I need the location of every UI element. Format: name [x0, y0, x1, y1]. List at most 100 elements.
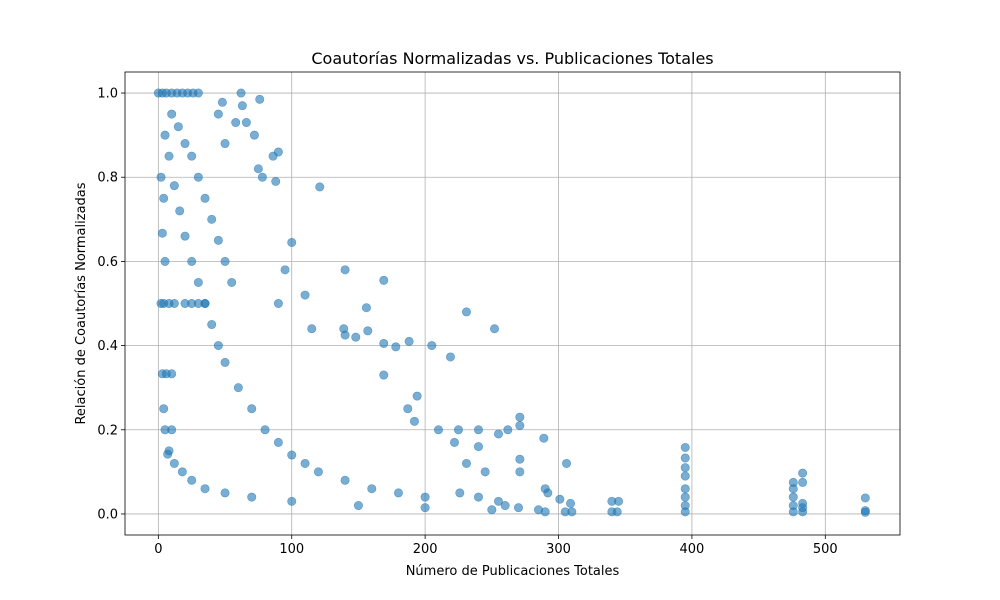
data-point: [287, 496, 297, 506]
data-point: [409, 416, 419, 426]
data-point: [200, 193, 210, 203]
data-point: [361, 303, 371, 313]
data-point: [473, 442, 483, 452]
data-point: [187, 256, 197, 266]
data-point: [433, 425, 443, 435]
data-point: [539, 433, 549, 443]
chart-title: Coautorías Normalizadas vs. Publicacione…: [311, 49, 713, 68]
data-point: [367, 484, 377, 494]
data-point: [307, 324, 317, 334]
data-point: [860, 507, 870, 517]
data-point: [798, 477, 808, 487]
y-tick-label: 0.8: [97, 171, 118, 186]
data-point: [427, 341, 437, 351]
data-point: [193, 277, 203, 287]
data-point: [156, 172, 166, 182]
data-point: [164, 151, 174, 161]
data-point: [379, 338, 389, 348]
data-point: [449, 437, 459, 447]
data-point: [213, 341, 223, 351]
axes-frame: [124, 71, 901, 536]
data-point: [200, 484, 210, 494]
data-point: [798, 507, 808, 517]
data-point: [515, 467, 525, 477]
data-point: [167, 425, 177, 435]
x-tick-label: 400: [679, 542, 704, 557]
data-point: [231, 118, 241, 128]
data-point: [420, 503, 430, 513]
data-point: [213, 235, 223, 245]
data-point: [445, 352, 455, 362]
data-point: [233, 383, 243, 393]
axis-ticks: 0 100 200 300 400 500 0.0 0.2 0.4 0.6 0.8 1.0: [97, 87, 837, 557]
data-point: [489, 324, 499, 334]
data-point: [180, 139, 190, 149]
data-point: [480, 467, 490, 477]
data-point: [160, 256, 170, 266]
data-point: [249, 130, 259, 140]
data-point: [798, 468, 808, 478]
data-point: [614, 496, 624, 506]
data-point: [351, 332, 361, 342]
data-point: [173, 122, 183, 132]
data-point: [193, 172, 203, 182]
data-point: [167, 109, 177, 119]
y-tick-label: 0.0: [97, 507, 118, 522]
data-point: [680, 442, 690, 452]
data-point: [515, 454, 525, 464]
data-point: [453, 425, 463, 435]
data-point: [353, 501, 363, 511]
data-point: [164, 446, 174, 456]
data-point: [255, 94, 265, 104]
data-points: [153, 88, 870, 517]
data-point: [680, 492, 690, 502]
data-point: [220, 139, 230, 149]
y-tick-label: 0.6: [97, 255, 118, 270]
data-point: [680, 463, 690, 473]
data-point: [300, 458, 310, 468]
grid-lines: [125, 72, 900, 535]
x-tick-label: 100: [279, 542, 304, 557]
data-point: [169, 181, 179, 191]
data-point: [220, 256, 230, 266]
data-point: [543, 488, 553, 498]
data-point: [473, 492, 483, 502]
data-point: [160, 130, 170, 140]
data-point: [612, 507, 622, 517]
data-point: [271, 176, 281, 186]
data-point: [340, 265, 350, 275]
data-point: [187, 151, 197, 161]
data-point: [455, 488, 465, 498]
data-point: [287, 450, 297, 460]
data-point: [273, 298, 283, 308]
data-point: [315, 182, 325, 192]
data-point: [363, 326, 373, 336]
data-point: [404, 336, 414, 346]
x-tick-label: 500: [813, 542, 838, 557]
data-point: [157, 228, 167, 238]
data-point: [555, 494, 565, 504]
data-point: [237, 101, 247, 111]
data-point: [220, 488, 230, 498]
data-point: [313, 467, 323, 477]
data-point: [379, 275, 389, 285]
data-point: [207, 320, 217, 330]
data-point: [247, 404, 257, 414]
data-point: [287, 237, 297, 247]
y-tick-label: 1.0: [97, 87, 118, 102]
data-point: [207, 214, 217, 224]
y-tick-label: 0.4: [97, 339, 118, 354]
data-point: [200, 298, 210, 308]
data-point: [493, 429, 503, 439]
data-point: [788, 507, 798, 517]
data-point: [236, 88, 246, 98]
data-point: [412, 391, 422, 401]
data-point: [860, 493, 870, 503]
data-point: [515, 421, 525, 431]
data-point: [461, 307, 471, 317]
data-point: [487, 505, 497, 515]
data-point: [680, 507, 690, 517]
